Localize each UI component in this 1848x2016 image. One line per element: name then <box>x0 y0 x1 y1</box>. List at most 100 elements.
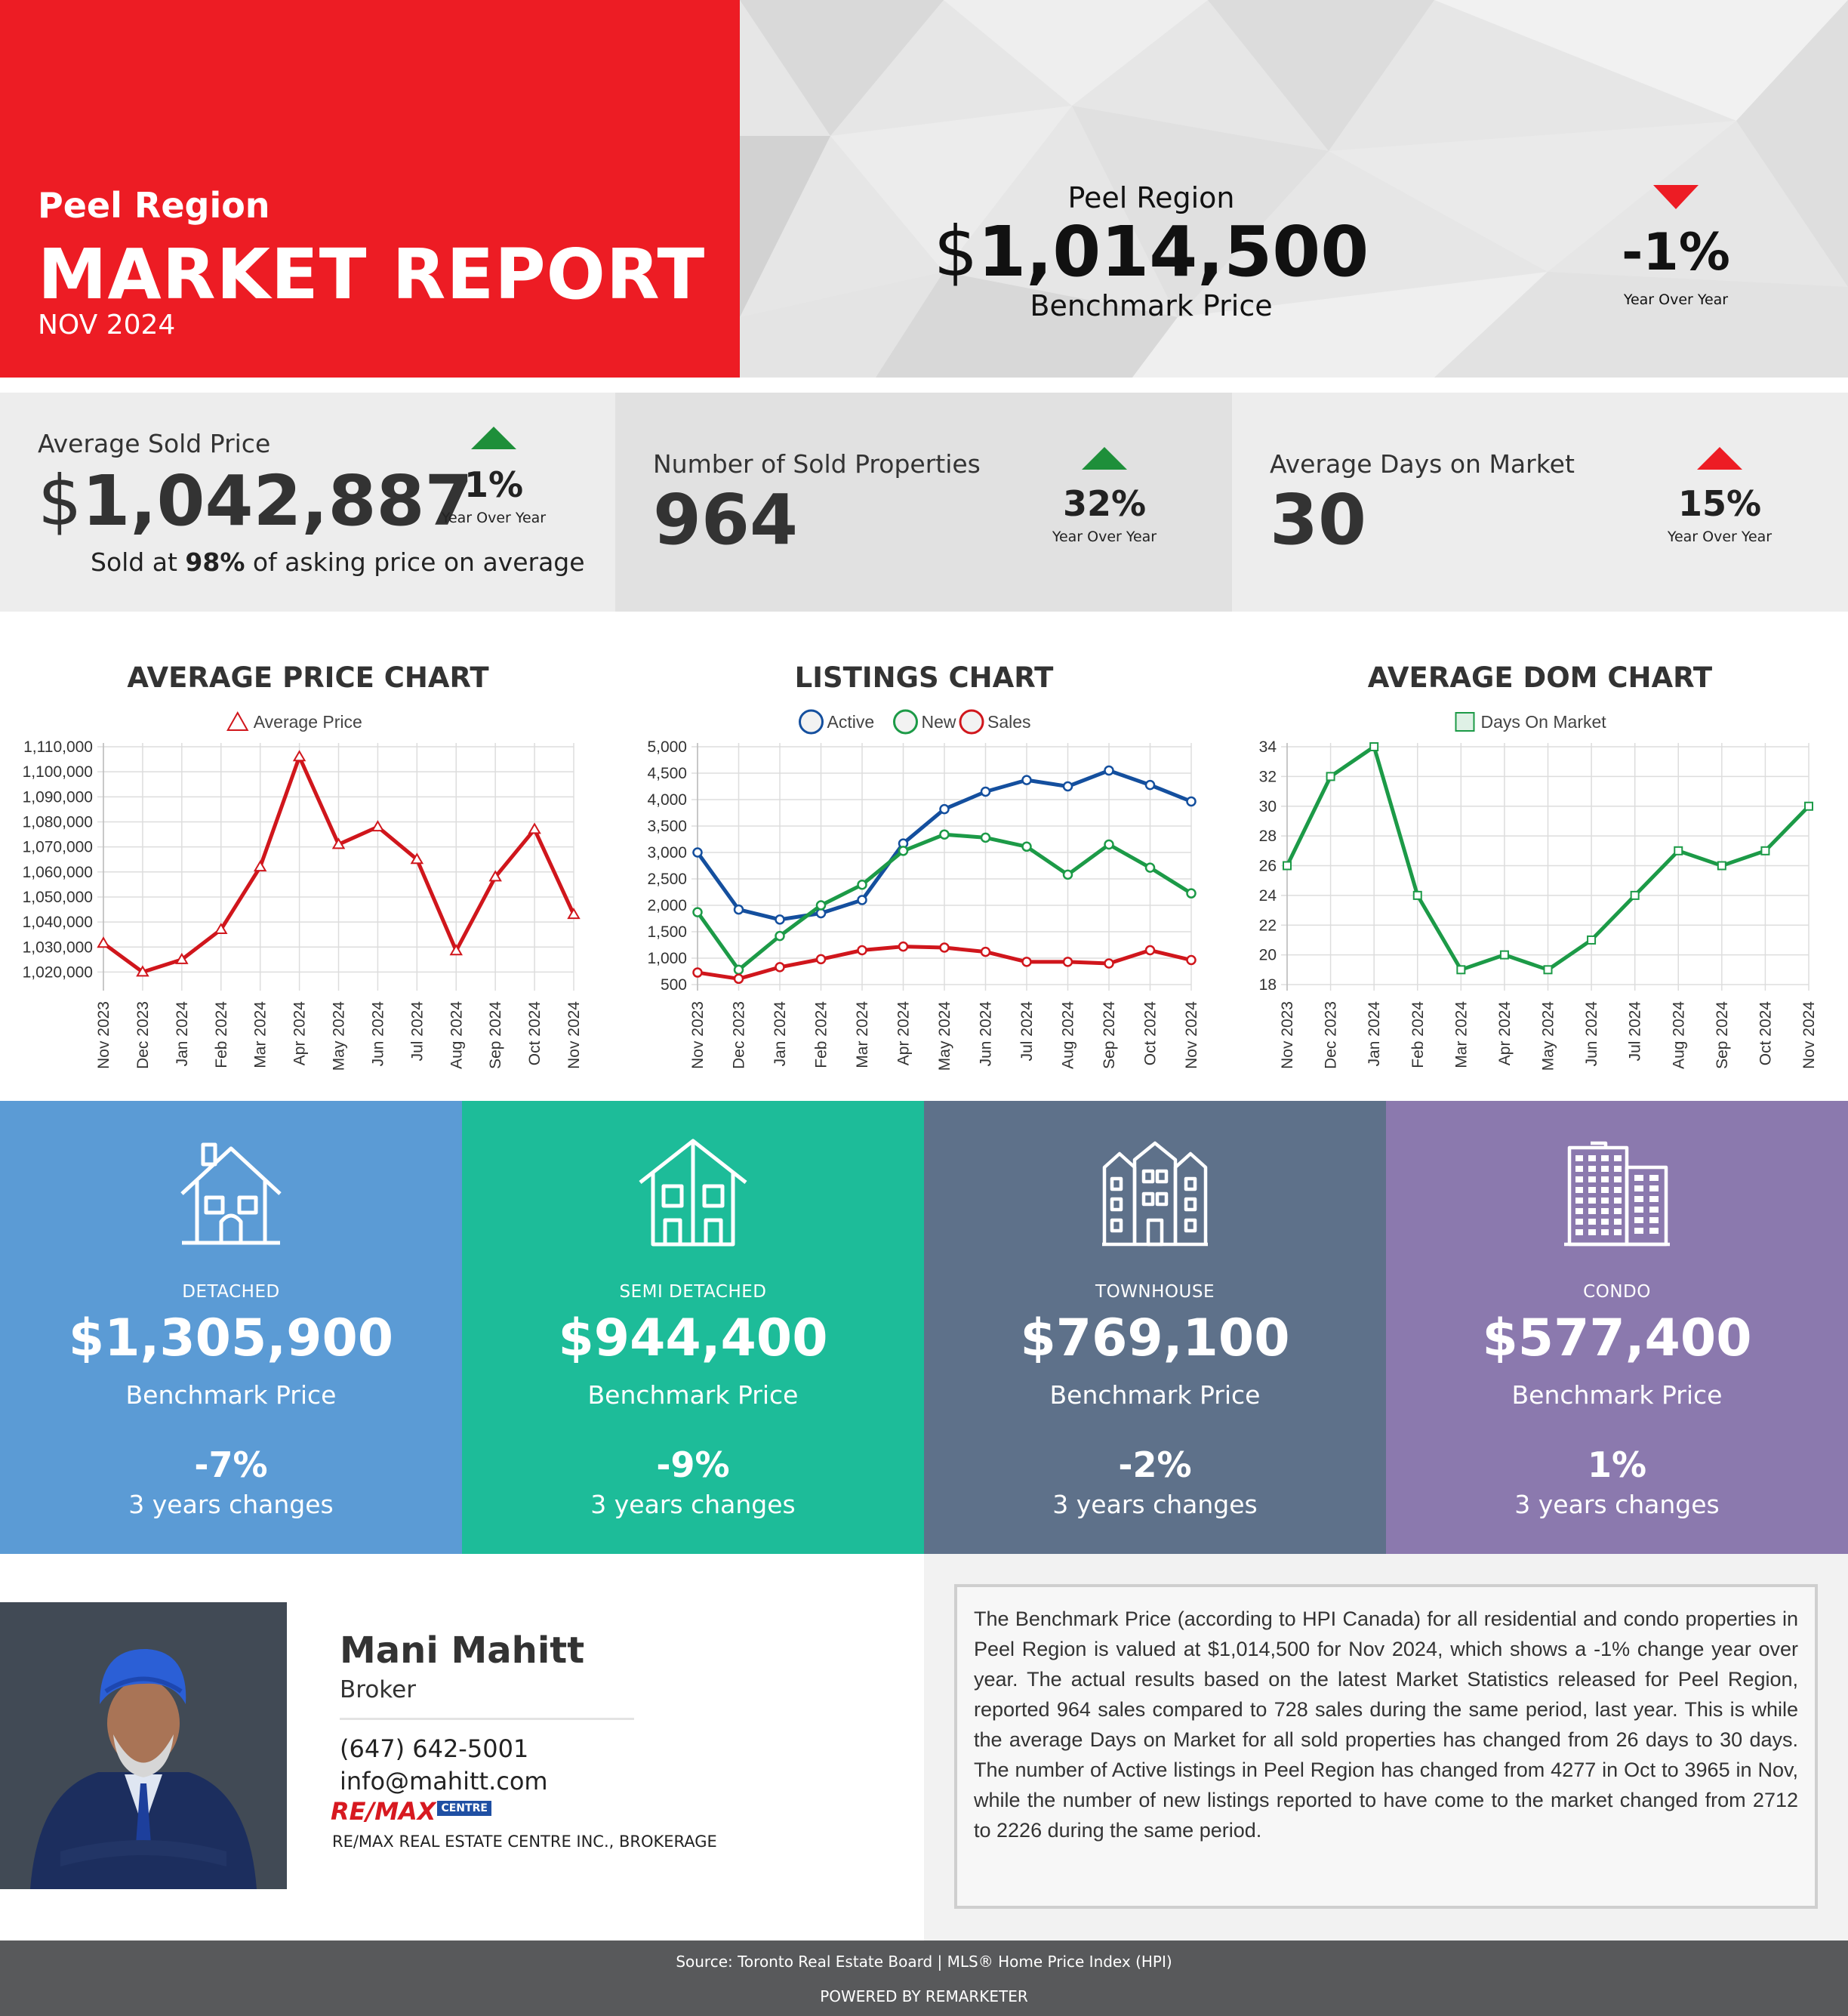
data-point <box>1412 890 1422 900</box>
data-point <box>1186 796 1197 807</box>
agent-portrait-illustration <box>0 1602 287 1889</box>
x-tick-label: Mar 2024 <box>252 1001 270 1068</box>
x-tick-label: Jul 2024 <box>408 1001 426 1062</box>
benchmark-summary: Peel Region $1,014,500 Benchmark Price <box>929 181 1374 322</box>
data-point <box>1062 869 1073 880</box>
legend-item[interactable]: Average Price <box>226 711 362 732</box>
x-tick-label: Mar 2024 <box>1452 1001 1470 1068</box>
property-type-change-label: 3 years changes <box>1514 1490 1720 1519</box>
header-title-panel: Peel Region MARKET REPORT NOV 2024 <box>0 0 740 378</box>
remax-logo-centre: CENTRE <box>437 1801 491 1816</box>
data-point <box>292 750 306 762</box>
legend-item[interactable]: New <box>893 709 956 735</box>
x-tick-label: Jul 2024 <box>1018 1001 1036 1062</box>
average-sold-price-card: Average Sold Price $1,042,887 1% Year Ov… <box>0 393 615 612</box>
data-point <box>1717 861 1726 871</box>
remax-logo: RE/MAX CENTRE <box>331 1797 491 1826</box>
property-type-change: -7% <box>194 1444 268 1485</box>
property-type-bench-label: Benchmark Price <box>1049 1380 1261 1410</box>
data-point <box>980 946 991 957</box>
legend-item[interactable]: Active <box>799 709 875 735</box>
benchmark-price-value: 1,014,500 <box>978 211 1369 292</box>
header-region: Peel Region <box>38 185 270 226</box>
stat-value: 964 <box>653 479 799 560</box>
data-point <box>692 907 703 917</box>
condo-window <box>1588 1176 1596 1182</box>
data-point <box>857 895 867 905</box>
condo-window <box>1649 1175 1659 1181</box>
data-point <box>567 908 581 920</box>
property-type-name: TOWNHOUSE <box>1095 1282 1215 1302</box>
data-point <box>1499 950 1509 960</box>
benchmark-yoy-value: -1% <box>1622 223 1730 282</box>
data-point <box>980 832 991 843</box>
currency-symbol: $ <box>38 461 82 541</box>
ratio-suffix: of asking price on average <box>245 547 585 577</box>
x-tick-label: Nov 2023 <box>1279 1001 1296 1069</box>
stat-yoy-label: Year Over Year <box>441 510 547 526</box>
property-type-change: 1% <box>1587 1444 1647 1485</box>
x-tick-label: Oct 2024 <box>1142 1001 1160 1066</box>
agent-brokerage: RE/MAX REAL ESTATE CENTRE INC., BROKERAG… <box>332 1833 717 1851</box>
sold-properties-card: Number of Sold Properties 964 32% Year O… <box>615 393 1232 612</box>
data-point <box>214 923 228 935</box>
stat-label: Average Days on Market <box>1270 449 1575 479</box>
up-arrow-icon <box>1697 447 1742 470</box>
condo-window <box>1614 1155 1622 1161</box>
footer-source: Source: Toronto Real Estate Board | MLS®… <box>676 1953 1172 1971</box>
condo-window <box>1575 1198 1583 1204</box>
x-tick-label: Dec 2023 <box>1323 1001 1340 1069</box>
y-tick-label: 1,100,000 <box>23 763 93 781</box>
condo-window <box>1614 1176 1622 1182</box>
condo-window <box>1649 1217 1659 1223</box>
y-tick-label: 1,060,000 <box>23 864 93 881</box>
condo-window <box>1575 1166 1583 1172</box>
y-tick-label: 5,000 <box>647 738 687 756</box>
x-tick-label: Jun 2024 <box>1583 1001 1600 1067</box>
x-tick-label: Feb 2024 <box>813 1001 830 1068</box>
y-tick-label: 20 <box>1259 947 1277 964</box>
x-tick-label: May 2024 <box>331 1001 348 1071</box>
agent-email[interactable]: info@mahitt.com <box>340 1767 548 1796</box>
y-tick-label: 1,000 <box>647 950 687 967</box>
y-tick-label: 3,500 <box>647 818 687 835</box>
data-point <box>898 941 909 952</box>
agent-phone[interactable]: (647) 642-5001 <box>340 1734 529 1763</box>
data-point <box>1104 958 1114 969</box>
listings-chart: 5,000 4,500 4,000 3,500 3,000 2,500 2,000 1,500… <box>647 709 1200 1071</box>
stat-yoy: 32% Year Over Year <box>1036 447 1172 545</box>
data-point <box>775 930 785 942</box>
legend-item[interactable]: Days On Market <box>1455 712 1607 732</box>
x-tick-label: Apr 2024 <box>895 1001 913 1066</box>
x-tick-label: May 2024 <box>936 1001 953 1071</box>
benchmark-label: Benchmark Price <box>1030 288 1273 322</box>
y-tick-label: 3,000 <box>647 844 687 862</box>
stat-yoy-value: 1% <box>464 464 524 505</box>
agent-name: Mani Mahitt <box>340 1629 585 1672</box>
y-tick-label: 2,500 <box>647 871 687 888</box>
legend-item[interactable]: Sales <box>959 709 1031 735</box>
data-point <box>733 964 744 976</box>
data-point <box>1326 772 1335 781</box>
data-point <box>1144 862 1156 873</box>
data-point <box>775 914 785 925</box>
detached-card: DETACHED $1,305,900 Benchmark Price -7% … <box>0 1101 462 1554</box>
x-tick-label: Nov 2024 <box>1183 1001 1200 1069</box>
x-tick-label: Aug 2024 <box>448 1001 465 1069</box>
data-point <box>815 954 827 965</box>
chart-grid <box>1281 743 1810 991</box>
y-tick-label: 500 <box>661 976 687 994</box>
legend-marker <box>959 709 984 735</box>
data-point <box>939 942 950 953</box>
x-tick-label: Nov 2023 <box>689 1001 707 1069</box>
data-point <box>857 945 867 956</box>
benchmark-yoy: -1% Year Over Year <box>1608 185 1744 308</box>
data-point <box>1760 846 1770 855</box>
property-type-price: $577,400 <box>1482 1309 1752 1368</box>
semi-detached-card: SEMI DETACHED $944,400 Benchmark Price -… <box>462 1101 924 1554</box>
data-point <box>1144 945 1156 956</box>
condo-window <box>1614 1219 1622 1225</box>
property-type-name: CONDO <box>1583 1282 1651 1302</box>
legend-marker <box>799 709 824 735</box>
property-type-price: $944,400 <box>558 1309 828 1368</box>
